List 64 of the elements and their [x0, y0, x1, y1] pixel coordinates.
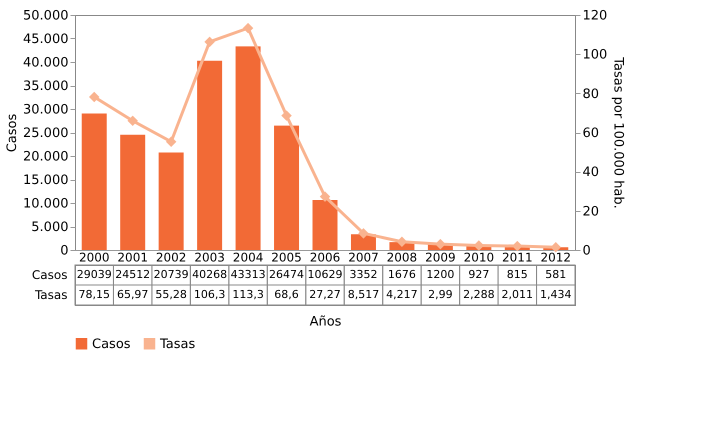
x-tick-label: 2012 — [540, 250, 572, 264]
x-tick-label: 2011 — [502, 250, 533, 264]
y2-tick-label: 40 — [582, 165, 600, 180]
legend-label: Tasas — [159, 336, 196, 352]
data-label: 927 — [468, 268, 490, 281]
y-tick-label: 45.000 — [23, 32, 68, 47]
data-label: 29039 — [76, 268, 112, 281]
data-label: 2,011 — [502, 288, 534, 301]
x-tick-label: 2007 — [348, 250, 379, 264]
data-label: 24512 — [115, 268, 150, 281]
x-axis-title: Años — [310, 314, 342, 330]
data-label: 1,434 — [540, 288, 572, 301]
y2-tick-label: 20 — [582, 204, 600, 220]
data-label: 55,28 — [155, 288, 187, 301]
y2-tick-label: 120 — [582, 8, 608, 24]
y-tick-label: 40.000 — [23, 56, 68, 70]
y-tick-label: 5.000 — [31, 220, 68, 235]
data-label: 106,3 — [194, 288, 226, 301]
x-tick-label: 2005 — [271, 250, 302, 264]
data-label: 43313 — [230, 268, 266, 281]
y2-tick-label: 80 — [582, 86, 600, 102]
y-tick-label: 25.000 — [23, 126, 68, 141]
data-label: 4,217 — [386, 288, 418, 301]
x-tick-label: 2000 — [78, 250, 110, 264]
x-tick-label: 2002 — [156, 250, 186, 264]
data-label: 2,99 — [428, 288, 453, 301]
y-tick-label: 15.000 — [23, 173, 68, 188]
data-label: 26474 — [269, 268, 304, 281]
text: Tasas — [34, 288, 68, 302]
data-label: 40268 — [192, 268, 228, 281]
y2-tick-label: 60 — [582, 126, 600, 141]
data-label: 815 — [506, 268, 528, 281]
data-label: 65,97 — [116, 288, 148, 301]
data-label: 27,27 — [309, 288, 341, 301]
x-tick-label: 2009 — [425, 250, 456, 264]
data-label: 78,15 — [78, 288, 110, 301]
data-label: 2,288 — [463, 288, 495, 301]
data-label: 3352 — [349, 268, 378, 281]
y2-axis-title: Tasas por 100.000 hab. — [610, 56, 626, 209]
x-tick-label: 2010 — [464, 250, 494, 264]
x-tick-label: 2003 — [194, 250, 225, 264]
data-label: 1676 — [388, 268, 416, 281]
x-tick-label: 2008 — [386, 250, 418, 264]
y-tick-label: 35.000 — [23, 79, 68, 94]
x-tick-label: 2004 — [232, 250, 264, 264]
data-label: 20739 — [154, 268, 189, 281]
x-tick-label: 2006 — [310, 250, 340, 264]
y-tick-label: 30.000 — [23, 102, 68, 118]
y-tick-label: 10.000 — [23, 196, 68, 212]
x-tick-label: 2001 — [117, 250, 148, 264]
y-tick-label: 50.000 — [23, 8, 68, 24]
legend-label: Casos — [92, 336, 131, 352]
data-label: 10629 — [308, 268, 342, 281]
text: Casos — [32, 268, 68, 282]
data-label: 68,6 — [274, 288, 299, 301]
y-axis-title: Casos — [5, 114, 20, 152]
y-tick-label: 0 — [60, 244, 68, 258]
data-label: 113,3 — [232, 288, 264, 301]
data-label: 581 — [545, 268, 566, 281]
y-tick-label: 20.000 — [23, 150, 68, 164]
y2-tick-label: 100 — [582, 48, 608, 63]
data-label: 1200 — [426, 268, 454, 281]
y2-tick-label: 0 — [582, 244, 591, 258]
data-label: 8,517 — [348, 288, 380, 301]
